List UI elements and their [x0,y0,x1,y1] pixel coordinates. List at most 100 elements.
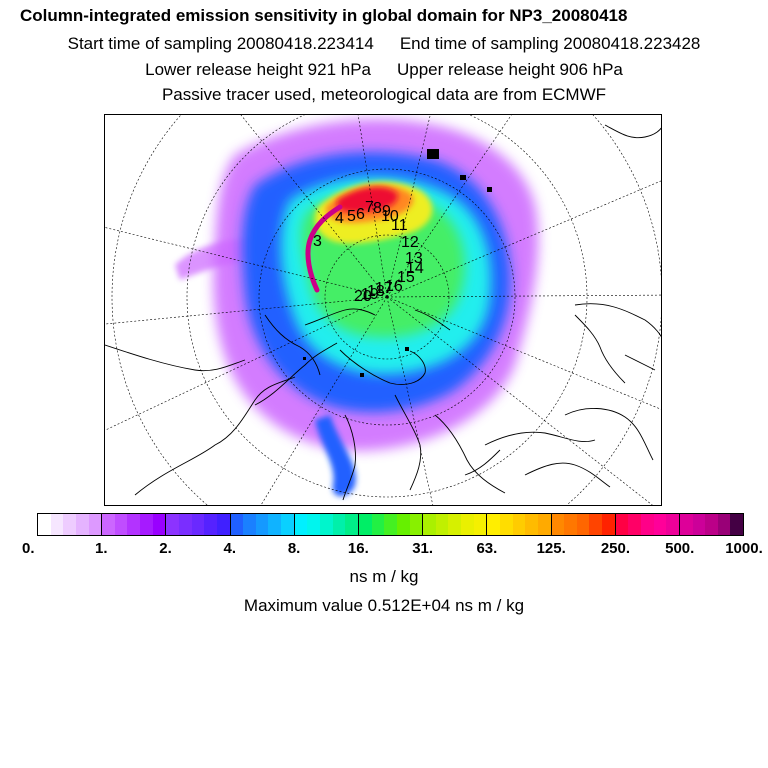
colorbar-cell [564,514,577,535]
colorbar-cell [88,514,102,535]
colorbar-cell [499,514,513,535]
colorbar-cell [384,514,397,535]
colorbar-cell [705,514,718,535]
colorbar-cell [243,514,256,535]
colorbar-segment [614,514,679,535]
colorbar-cell [255,514,269,535]
field-magenta-trajectory [305,204,343,293]
colorbar-tick-label: 0. [22,540,35,557]
colorbar-cell [628,514,641,535]
colorbar-cell [461,514,474,535]
trajectory-label-10: 10 [381,208,399,225]
trajectory-label-3: 3 [313,233,322,250]
trajectory-label-19: 19 [361,286,379,303]
colorbar-tick-label: 250. [600,540,631,557]
colorbar-cell [589,514,603,535]
trajectory-label-14: 14 [406,260,424,277]
colorbar-cell [127,514,141,535]
colorbar-cell [435,514,449,535]
lower-release-height: Lower release height 921 hPa [145,60,371,79]
field-southern-plume [315,415,356,497]
colorbar-cell [487,514,500,535]
graticule [105,115,661,505]
colorbar-cell [140,514,153,535]
colorbar-cell [692,514,706,535]
field-red [337,186,398,213]
colorbar-tick-label: 16. [347,540,369,557]
trajectory-label-12: 12 [401,234,419,251]
map-canvas: 3 4 5 6 7 8 9 10 11 12 13 14 15 16 17 18… [105,115,661,505]
colorbar-cell [576,514,590,535]
trajectory-label-8: 8 [373,200,382,217]
colorbar-cell [602,514,615,535]
colorbar-cell [409,514,423,535]
sensitivity-map: 3 4 5 6 7 8 9 10 11 12 13 14 15 16 17 18… [104,114,662,506]
plot-title: Column-integrated emission sensitivity i… [20,6,628,25]
colorbar-cell [268,514,282,535]
colorbar-cell [102,514,115,535]
trajectory-label-15: 15 [397,269,415,286]
trajectory-labels: 3 4 5 6 7 8 9 10 11 12 13 14 15 16 17 18… [313,199,424,305]
colorbar-cell [114,514,128,535]
colorbar-cell [320,514,333,535]
colorbar-tick-label: 1000. [725,540,763,557]
colorbar-cell [307,514,321,535]
colorbar-cell [473,514,487,535]
trajectory-label-4: 4 [335,210,344,227]
colorbar-tick-label: 4. [223,540,237,557]
colorbar-cell [537,514,551,535]
colorbar-segment [357,514,423,535]
release-heights: Lower release height 921 hPa Upper releas… [0,60,768,80]
trajectory-label-11: 11 [391,217,408,234]
colorbar-cell [371,514,385,535]
colorbar-cell [423,514,436,535]
colorbar-segment [38,514,102,535]
colorbar-tick-label: 2. [159,540,172,557]
colorbar-cell [666,514,679,535]
colorbar-cell [179,514,192,535]
trajectory-label-5: 5 [347,208,356,225]
colorbar-segment [229,514,294,535]
colorbar-tick-label: 31. [412,540,434,557]
colorbar-cell [396,514,410,535]
colorbar-segment [550,514,615,535]
colorbar-cell [679,514,693,535]
colorbar-tick-label: 1. [95,540,108,557]
upper-release-height: Upper release height 906 hPa [397,60,623,79]
trajectory-label-9: 9 [382,203,391,220]
colorbar-cell [166,514,180,535]
trajectory-label-6: 6 [356,206,365,223]
trajectory-label-20: 20 [354,288,372,305]
colorbar-cell [653,514,667,535]
colorbar-tick-label: 8. [287,540,301,557]
colorbar-cell [525,514,538,535]
colorbar-cell [345,514,358,535]
coastlines [105,124,661,501]
colorbar-cell [640,514,654,535]
colorbar-cell [512,514,526,535]
start-time: Start time of sampling 20080418.223414 [67,34,374,53]
colorbar-cell [75,514,89,535]
colorbar-cell [332,514,346,535]
colorbar-cell [730,514,744,535]
trajectory-label-16: 16 [385,278,403,295]
sampling-times: Start time of sampling 20080418.223414 En… [0,34,768,54]
colorbar-cell [191,514,205,535]
colorbar-segment [293,514,358,535]
island-marks [303,149,492,377]
colorbar-cell [38,514,51,535]
colorbar-cell [281,514,294,535]
colorbar-segment [422,514,487,535]
colorbar-tick-label: 125. [536,540,566,557]
colorbar-cell [358,514,372,535]
colorbar-cell [152,514,166,535]
colorbar-cell [216,514,230,535]
max-value-label: Maximum value 0.512E+04 ns m / kg [243,596,525,615]
sensitivity-field [175,119,539,497]
colorbar-cell [63,514,76,535]
trajectory-label-13: 13 [405,250,423,267]
tracer-note: Passive tracer used, meteorological data… [161,85,607,104]
colorbar-cell [717,514,731,535]
end-time: End time of sampling 20080418.223428 [399,34,701,53]
trajectory-label-7: 7 [365,199,374,216]
